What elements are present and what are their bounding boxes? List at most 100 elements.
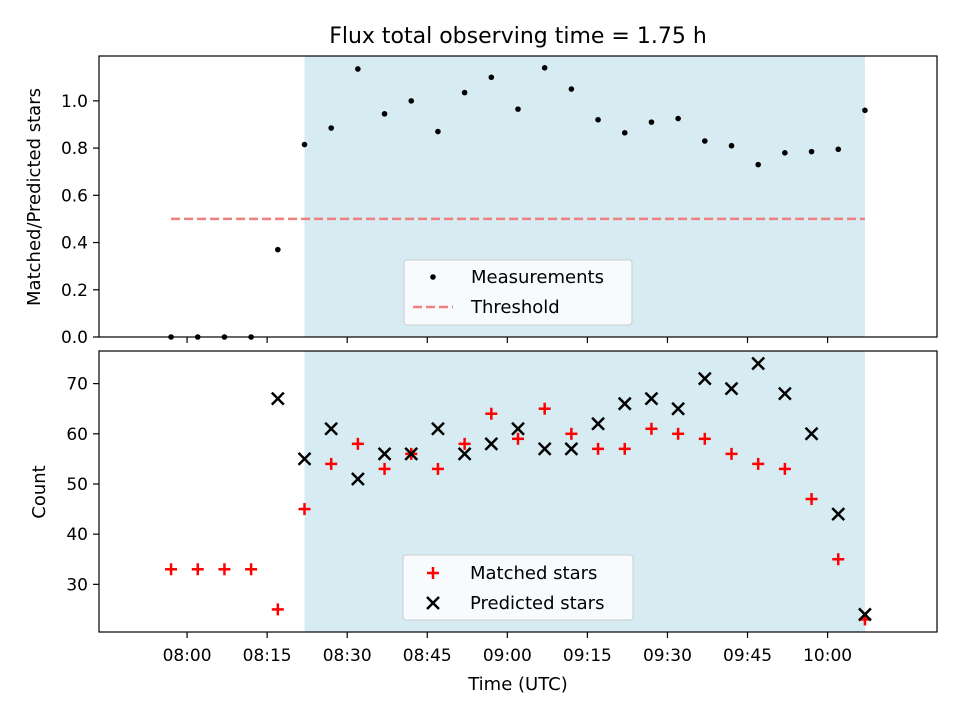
matched-star-point xyxy=(672,427,685,440)
predicted-star-point xyxy=(804,426,819,441)
predicted-star-point xyxy=(457,446,472,461)
matched-star-point xyxy=(165,563,178,576)
top-legend: Measurements Threshold xyxy=(403,259,633,326)
measurement-point xyxy=(488,74,495,81)
measurement-point xyxy=(568,86,575,92)
matched-star-point xyxy=(191,563,204,576)
measurement-point xyxy=(381,111,388,117)
predicted-star-point xyxy=(644,391,659,406)
bottom-plot-frame xyxy=(98,350,938,633)
top-y-tick-label: 0.8 xyxy=(61,139,88,159)
measurement-point xyxy=(862,107,868,114)
bottom-y-tick-label: 30 xyxy=(66,575,88,595)
predicted-star-point xyxy=(591,416,605,431)
matched-star-point xyxy=(725,447,738,460)
measurement-point xyxy=(301,141,308,148)
matched-star-point xyxy=(325,457,338,470)
bottom-y-tick-label: 60 xyxy=(66,425,88,445)
measurement-point xyxy=(408,98,415,104)
matched-star-point xyxy=(458,437,471,450)
measurement-point xyxy=(541,65,548,71)
x-tick-label: 09:15 xyxy=(563,646,612,666)
matched-star-point xyxy=(218,563,231,576)
top-y-axis-label: Matched/Predicted stars xyxy=(24,88,45,306)
measurement-point xyxy=(435,128,441,135)
measurement-point xyxy=(702,138,708,144)
chart-title: Flux total observing time = 1.75 h xyxy=(329,24,707,49)
measurement-point xyxy=(782,150,788,156)
predicted-star-point xyxy=(564,441,579,456)
matched-star-point xyxy=(698,432,711,445)
measurement-point xyxy=(461,89,468,96)
x-tick-label: 08:15 xyxy=(243,646,292,666)
legend-measurements-label: Measurements xyxy=(471,267,604,288)
bottom-y-tick-label: 50 xyxy=(66,475,88,495)
top-y-tick-label: 1.0 xyxy=(61,92,88,112)
predicted-star-point xyxy=(484,436,499,451)
measurement-point xyxy=(621,129,628,136)
matched-star-point xyxy=(271,603,284,616)
measurement-point xyxy=(728,142,735,149)
measurement-point xyxy=(755,161,761,168)
measurement-point xyxy=(835,146,842,153)
legend-threshold-label: Threshold xyxy=(470,297,560,318)
bottom-y-tick-label: 40 xyxy=(66,525,88,545)
x-tick-label: 08:45 xyxy=(403,646,452,666)
legend-measurements-marker xyxy=(430,274,436,280)
predicted-star-point xyxy=(724,381,739,396)
predicted-star-point xyxy=(431,421,445,436)
top-plot-frame xyxy=(98,55,938,338)
predicted-star-point xyxy=(537,441,552,456)
predicted-star-point xyxy=(297,452,312,466)
bottom-y-axis-label: Count xyxy=(29,465,50,518)
bottom-y-tick-label: 70 xyxy=(66,375,88,395)
predicted-star-point xyxy=(671,401,686,416)
predicted-star-point xyxy=(324,421,339,436)
measurement-point xyxy=(275,246,281,253)
matched-star-point xyxy=(512,432,524,445)
legend-matched-label: Matched stars xyxy=(470,563,597,584)
predicted-star-point xyxy=(617,396,632,411)
legend-matched-marker xyxy=(427,567,439,579)
predicted-star-point xyxy=(377,446,392,461)
predicted-star-point xyxy=(777,386,792,401)
top-y-tick-label: 0.6 xyxy=(61,186,88,206)
measurement-point xyxy=(808,148,815,155)
measurement-point xyxy=(595,116,601,123)
x-tick-label: 09:45 xyxy=(723,646,772,666)
top-y-tick-label: 0.0 xyxy=(61,328,88,348)
matched-star-point xyxy=(245,563,258,576)
predicted-star-point xyxy=(858,607,872,622)
predicted-star-point xyxy=(350,472,365,486)
matched-star-point xyxy=(618,442,631,455)
matched-star-point xyxy=(485,407,498,420)
measurement-point xyxy=(515,106,521,112)
matched-star-point xyxy=(832,553,845,566)
top-y-tick-label: 0.4 xyxy=(61,234,88,254)
x-tick-label: 08:30 xyxy=(323,646,372,666)
measurement-point xyxy=(648,119,655,125)
matched-star-point xyxy=(752,457,765,470)
matched-star-point xyxy=(778,462,791,475)
matched-star-point xyxy=(298,503,311,516)
x-tick-label: 09:00 xyxy=(483,646,532,666)
measurement-point xyxy=(328,125,334,131)
bottom-legend-box xyxy=(402,554,634,621)
matched-star-point xyxy=(351,437,364,450)
legend-predicted-label: Predicted stars xyxy=(470,593,604,614)
predicted-star-point xyxy=(697,371,712,386)
legend-predicted-marker xyxy=(426,596,440,610)
x-axis-label: Time (UTC) xyxy=(467,674,568,695)
matched-star-point xyxy=(538,402,551,415)
predicted-star-point xyxy=(270,391,285,406)
bottom-panel: 30 40 50 60 70 08:00 08:15 08:30 08:45 09:00 09:15… xyxy=(29,350,938,695)
top-y-tick-label: 0.2 xyxy=(61,281,88,301)
matched-star-point xyxy=(565,427,578,440)
top-panel: 0.0 0.2 0.4 0.6 0.8 1.0 Matched/Predicted sta… xyxy=(24,55,938,348)
measurement-point xyxy=(355,66,361,72)
x-tick-label: 09:30 xyxy=(643,646,692,666)
predicted-star-point xyxy=(751,356,766,371)
bottom-legend: Matched stars Predicted stars xyxy=(402,554,634,621)
measurement-point xyxy=(675,115,681,122)
